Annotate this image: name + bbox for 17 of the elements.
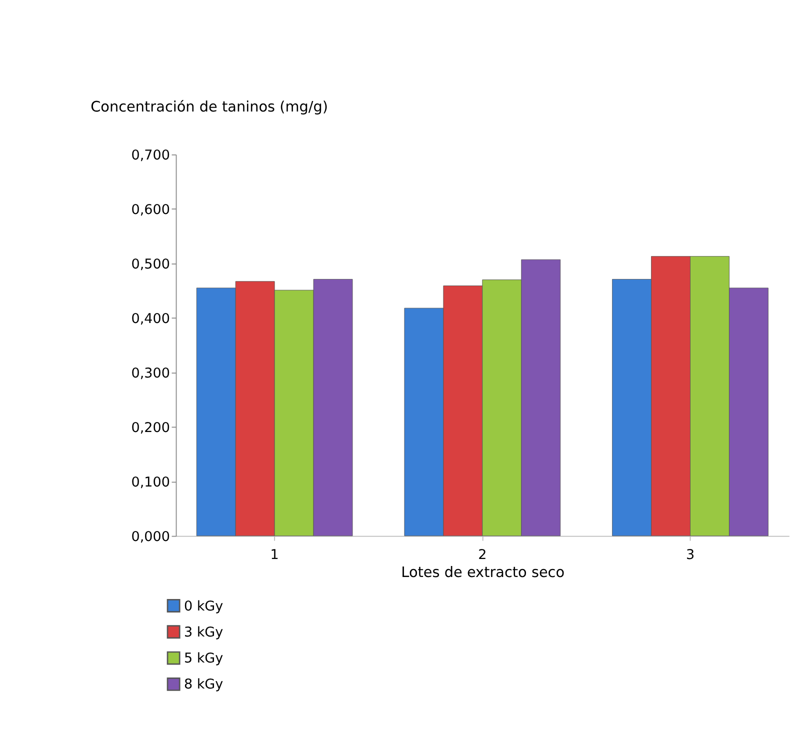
legend-label: 3 kGy xyxy=(184,624,224,640)
legend-label: 8 kGy xyxy=(184,676,224,693)
y-tick-label: 0,400 xyxy=(131,310,170,327)
y-axis-title: Concentración de taninos (mg/g) xyxy=(90,100,328,116)
y-tick-label: 0,700 xyxy=(131,147,170,164)
legend-label: 0 kGy xyxy=(184,598,224,614)
x-axis-title: Lotes de extracto seco xyxy=(401,564,565,581)
x-tick-label: 1 xyxy=(270,546,279,563)
y-tick-label: 0,100 xyxy=(131,474,170,490)
y-tick-label: 0,000 xyxy=(131,528,170,545)
x-tick-label: 3 xyxy=(686,546,695,563)
y-tick-label: 0,200 xyxy=(131,420,170,436)
y-tick-label: 0,500 xyxy=(131,256,170,272)
legend-label: 5 kGy xyxy=(184,650,224,667)
x-tick-label: 2 xyxy=(478,546,487,563)
y-tick-label: 0,600 xyxy=(131,202,170,218)
y-tick-label: 0,300 xyxy=(131,365,170,382)
